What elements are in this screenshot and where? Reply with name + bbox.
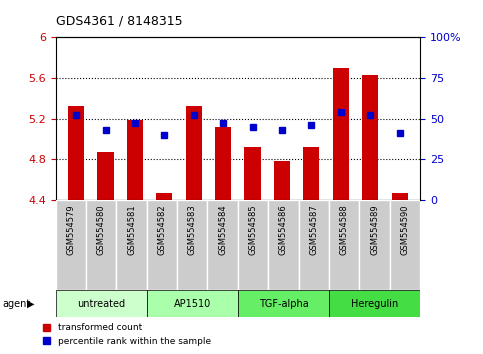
Bar <box>147 200 177 290</box>
Text: GSM554583: GSM554583 <box>188 205 197 255</box>
Bar <box>274 161 290 200</box>
Text: GSM554590: GSM554590 <box>400 205 410 255</box>
Text: GSM554579: GSM554579 <box>66 205 75 255</box>
Text: untreated: untreated <box>77 298 125 309</box>
Text: Heregulin: Heregulin <box>351 298 398 309</box>
Bar <box>147 290 238 317</box>
Text: GSM554589: GSM554589 <box>370 205 379 255</box>
Text: GSM554588: GSM554588 <box>340 205 349 255</box>
Text: GSM554587: GSM554587 <box>309 205 318 255</box>
Bar <box>156 193 172 200</box>
Text: GSM554585: GSM554585 <box>249 205 257 255</box>
Bar <box>127 120 143 200</box>
Text: GDS4361 / 8148315: GDS4361 / 8148315 <box>56 14 182 27</box>
Text: AP1510: AP1510 <box>174 298 211 309</box>
Bar <box>329 290 420 317</box>
Bar <box>177 200 208 290</box>
Bar <box>238 200 268 290</box>
Bar <box>56 200 86 290</box>
Text: GSM554584: GSM554584 <box>218 205 227 255</box>
Text: GSM554582: GSM554582 <box>157 205 167 255</box>
Text: TGF-alpha: TGF-alpha <box>258 298 308 309</box>
Bar <box>86 200 116 290</box>
Bar <box>208 200 238 290</box>
Bar <box>185 106 202 200</box>
Bar <box>333 68 349 200</box>
Text: GSM554586: GSM554586 <box>279 205 288 255</box>
Bar <box>392 193 408 200</box>
Bar <box>244 147 261 200</box>
Bar <box>238 290 329 317</box>
Bar <box>98 152 114 200</box>
Bar <box>298 200 329 290</box>
Bar <box>303 147 319 200</box>
Bar <box>329 200 359 290</box>
Bar <box>116 200 147 290</box>
Bar <box>68 106 84 200</box>
Text: agent: agent <box>2 298 30 309</box>
Bar <box>268 200 298 290</box>
Text: GSM554580: GSM554580 <box>97 205 106 255</box>
Legend: transformed count, percentile rank within the sample: transformed count, percentile rank withi… <box>43 324 211 346</box>
Text: ▶: ▶ <box>27 298 34 309</box>
Bar <box>56 290 147 317</box>
Bar <box>362 75 378 200</box>
Bar <box>359 200 390 290</box>
Bar <box>215 127 231 200</box>
Bar <box>390 200 420 290</box>
Text: GSM554581: GSM554581 <box>127 205 136 255</box>
